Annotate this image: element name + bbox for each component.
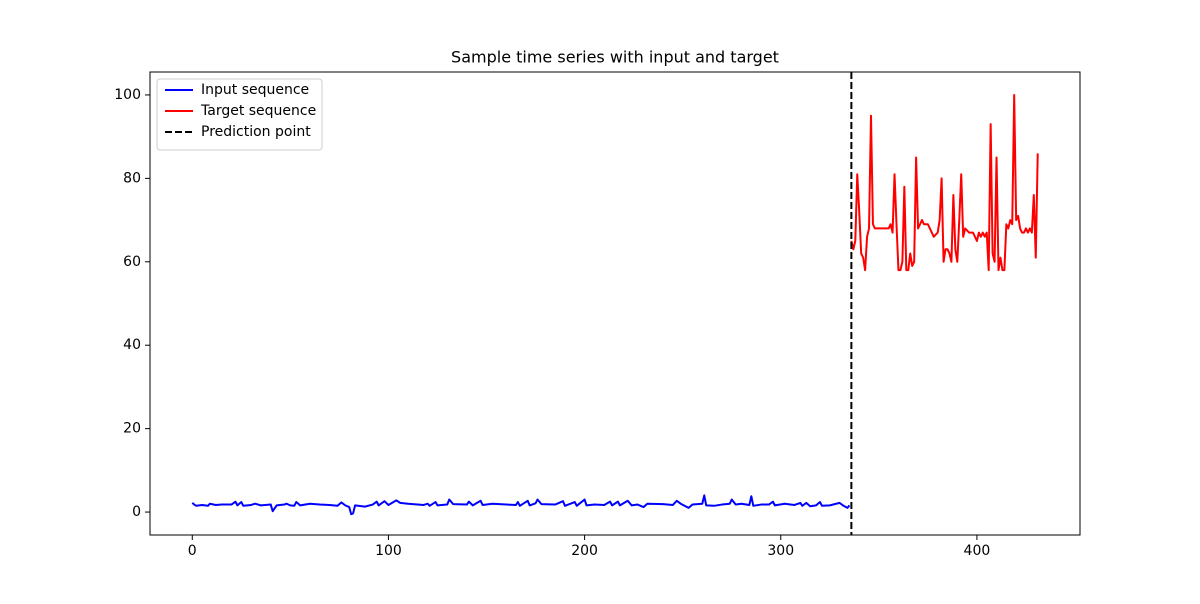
y-tick-label: 20 — [123, 421, 141, 437]
y-tick-label: 0 — [132, 504, 141, 520]
x-tick-label: 400 — [964, 543, 991, 559]
legend-box — [156, 78, 323, 151]
axes-frame — [149, 71, 1081, 536]
y-tick-label: 80 — [123, 170, 141, 186]
plot-area — [191, 72, 1039, 535]
chart-title: Sample time series with input and target — [451, 48, 779, 67]
y-tick-label: 60 — [123, 254, 141, 270]
x-tick-label: 100 — [375, 543, 402, 559]
y-tick-label: 100 — [114, 87, 141, 103]
legend-label: Prediction point — [201, 124, 311, 140]
series-line — [191, 494, 851, 516]
x-tick-label: 0 — [188, 543, 197, 559]
x-tick-label: 300 — [767, 543, 794, 559]
legend-label: Input sequence — [201, 82, 309, 98]
y-tick-label: 40 — [123, 337, 141, 353]
x-tick-label: 200 — [571, 543, 598, 559]
legend: Input sequence Target sequence Prediction … — [156, 78, 323, 151]
legend-label: Target sequence — [200, 103, 316, 119]
series-line — [850, 93, 1039, 272]
